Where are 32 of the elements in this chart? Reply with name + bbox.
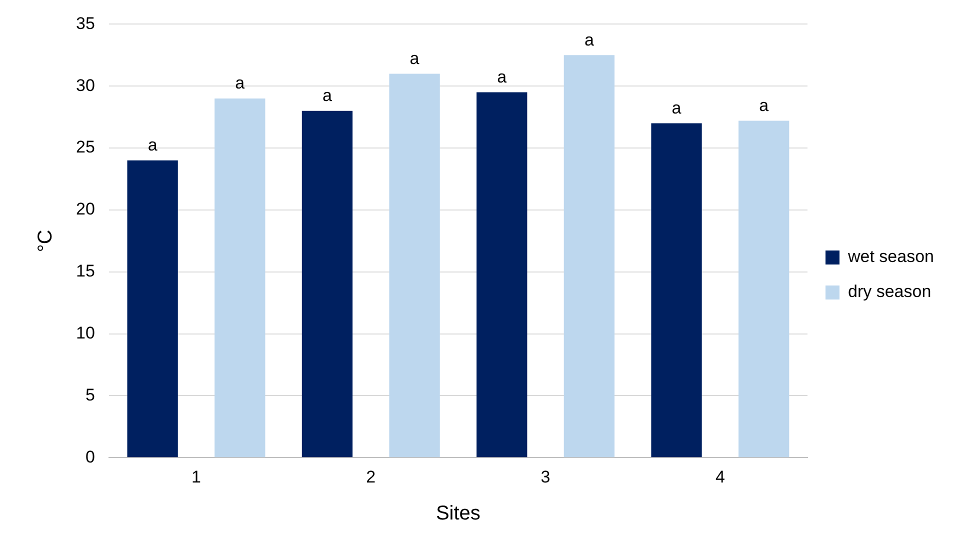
bar	[564, 55, 615, 458]
y-tick-label: 35	[76, 14, 95, 33]
y-tick-label: 20	[76, 200, 95, 219]
x-tick-label: 4	[715, 467, 725, 486]
data-label: a	[759, 96, 770, 115]
y-tick-label: 30	[76, 76, 95, 95]
x-axis-title: Sites	[436, 502, 480, 525]
bar	[651, 123, 702, 458]
data-label: a	[322, 86, 332, 106]
data-label: a	[672, 98, 682, 118]
bar	[214, 98, 266, 458]
x-tick-label: 3	[540, 467, 550, 486]
data-label: a	[235, 74, 246, 93]
bar	[476, 92, 528, 458]
legend-label: dry season	[848, 282, 932, 302]
y-tick-label: 0	[85, 447, 95, 466]
data-label: a	[497, 67, 508, 86]
y-tick-label: 25	[76, 138, 95, 157]
y-tick-label: 15	[76, 262, 95, 281]
y-tick-label: 10	[76, 323, 95, 342]
y-axis-title: °C	[34, 230, 57, 252]
y-tick-label: 5	[85, 385, 95, 404]
x-tick-label: 1	[192, 467, 201, 486]
data-label: a	[584, 30, 594, 50]
data-label: a	[148, 136, 158, 155]
bar	[389, 74, 440, 458]
legend-label: wet season	[847, 247, 934, 266]
bar	[738, 120, 790, 458]
bar	[127, 160, 178, 458]
bar	[302, 110, 353, 458]
x-tick-label: 2	[366, 467, 376, 486]
data-label: a	[410, 48, 420, 68]
